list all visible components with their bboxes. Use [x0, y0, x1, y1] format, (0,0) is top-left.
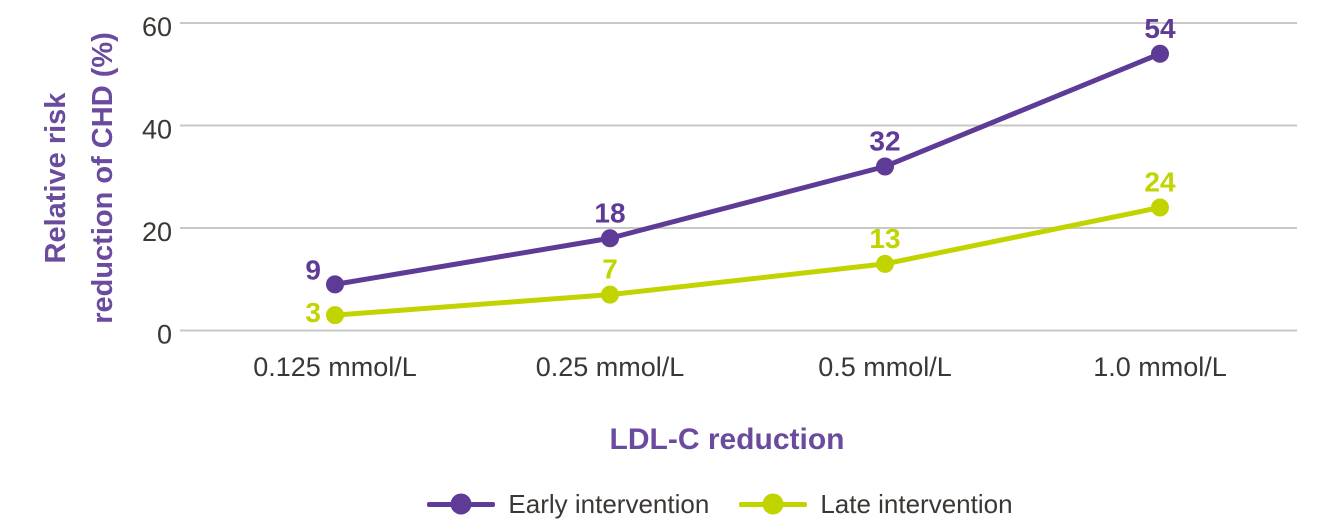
data-point-label-early-intervention: 9 — [305, 254, 321, 285]
legend-item-early-intervention: Early intervention — [427, 491, 709, 517]
x-tick-label: 0.125 mmol/L — [253, 352, 417, 382]
data-point-late-intervention — [326, 306, 344, 325]
y-tick-label: 60 — [142, 12, 172, 42]
data-point-early-intervention — [601, 229, 619, 248]
series-line-late-intervention — [332, 205, 1163, 318]
y-tick-label: 20 — [142, 217, 172, 247]
data-point-label-late-intervention: 13 — [869, 223, 900, 254]
data-point-early-intervention — [1151, 44, 1169, 63]
data-point-early-intervention — [876, 157, 894, 176]
x-axis-title: LDL-C reduction — [609, 423, 845, 456]
data-point-early-intervention — [326, 275, 344, 294]
x-tick-label: 0.5 mmol/L — [818, 352, 952, 382]
data-point-late-intervention — [876, 254, 894, 273]
y-tick-label: 0 — [157, 320, 172, 350]
legend-line-marker-icon — [739, 493, 808, 515]
data-point-label-late-intervention: 7 — [602, 254, 618, 285]
x-tick-label: 0.25 mmol/L — [536, 352, 685, 382]
y-axis-title-line1: Relative risk — [40, 92, 73, 264]
legend-item-late-intervention: Late intervention — [739, 489, 1013, 519]
y-axis-title: Relative risk reduction of CHD (%) — [33, 0, 127, 363]
legend-dot-icon — [450, 493, 472, 515]
data-point-label-late-intervention: 24 — [1144, 167, 1176, 198]
legend-dot-icon — [762, 493, 784, 515]
legend-label: Early intervention — [508, 489, 710, 519]
data-point-late-intervention — [1151, 198, 1169, 217]
data-point-label-early-intervention: 18 — [594, 197, 625, 228]
y-tick-label: 40 — [142, 115, 172, 145]
data-point-late-intervention — [601, 285, 619, 304]
legend-label: Late intervention — [820, 489, 1013, 519]
x-tick-label: 1.0 mmol/L — [1093, 352, 1227, 382]
data-point-label-early-intervention: 54 — [1144, 13, 1176, 44]
legend-line-marker-icon — [427, 493, 496, 515]
chart-legend: Early intervention Late intervention — [57, 491, 1326, 517]
y-axis-title-line2: reduction of CHD (%) — [87, 32, 119, 324]
series-line-early-intervention — [332, 51, 1163, 287]
data-point-label-early-intervention: 32 — [869, 126, 900, 157]
data-point-label-late-intervention: 3 — [305, 297, 321, 328]
